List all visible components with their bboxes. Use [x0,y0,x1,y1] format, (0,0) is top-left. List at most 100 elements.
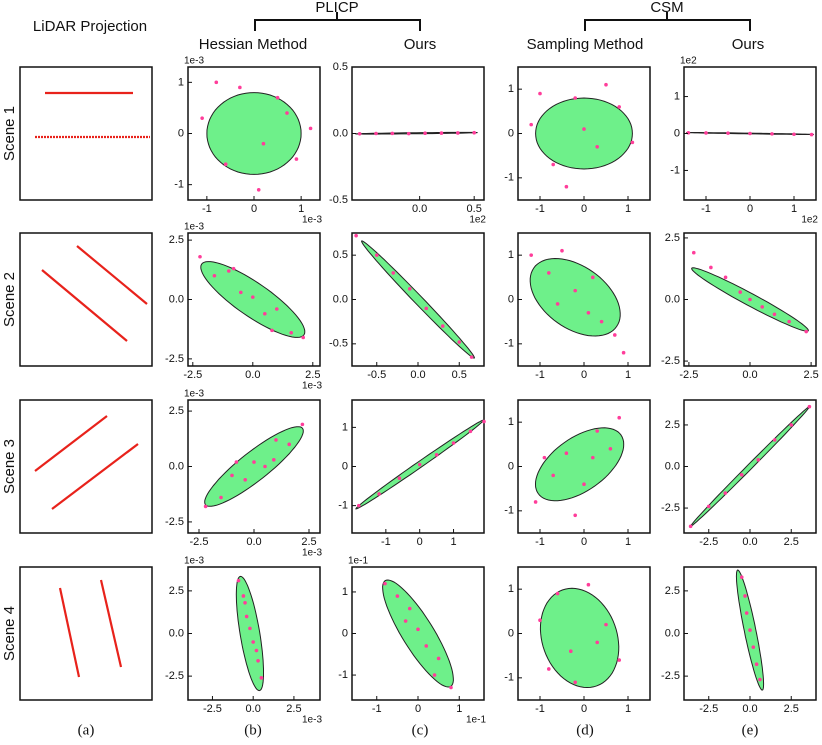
y-tick-label: 0.0 [169,627,184,639]
sample-point [542,455,547,460]
sample-point [241,594,246,598]
sample-point [203,504,208,509]
x-tick-label: 1 [450,536,456,548]
sample-point [748,628,752,632]
sample-point [256,658,260,663]
sample-point [744,611,749,615]
y-tick-label: -1 [504,338,514,350]
sample-point [529,253,533,257]
scan-line [76,245,148,305]
y-tick-label: -0.5 [329,338,348,350]
sample-point [688,524,693,529]
sample-point [227,269,231,273]
y-tick-label: 0.0 [665,293,680,305]
sample-point [617,105,621,109]
sample-point [770,132,774,136]
row-label: Scene 2 [1,272,18,327]
sample-point [374,253,379,257]
covariance-ellipse [204,426,304,507]
sample-point [792,132,796,137]
sample-point [604,82,608,87]
covariance-ellipse [529,257,621,337]
sample-point [723,275,728,280]
x-tick-label: 2.5 [784,536,799,548]
sample-point [390,131,395,136]
column-title: Ours [404,36,437,53]
axis-offset: 1e-3 [302,381,322,392]
y-tick-label: 0.0 [169,293,184,305]
sample-point [230,473,234,478]
x-tick-label: 0.0 [742,536,757,548]
sample-point [533,500,538,504]
sample-point [760,305,765,309]
sample-point [482,419,486,424]
sample-point [591,455,595,460]
x-tick-label: 2.5 [803,369,818,381]
y-tick-label: 0 [508,293,514,305]
y-tick-label: 0.5 [333,61,348,73]
column-title: Sampling Method [527,36,644,53]
y-tick-label: 0.5 [333,249,348,261]
sample-point [285,111,289,115]
sample-point [439,131,444,135]
lidar-box [19,232,153,367]
row-label: Scene 3 [1,439,18,494]
sample-point [468,429,473,434]
sample-point [709,265,713,270]
y-tick-label: 2.5 [169,234,184,246]
sample-point [573,96,577,100]
sample-point [212,273,217,278]
y-tick-label: -1 [338,669,348,681]
sample-point [586,311,591,315]
x-tick-label: 0.0 [410,369,425,381]
sample-point [356,503,361,508]
sample-point [300,422,305,427]
x-tick-label: 2.5 [301,536,316,548]
x-tick-label: 1 [625,536,631,548]
y-tick-label: -1 [174,179,184,191]
sample-point [547,667,551,671]
y-tick-label: 0 [508,460,514,472]
y-tick-label: -2.5 [165,353,184,365]
scan-line [34,415,108,472]
x-tick-label: 0.0 [246,536,261,548]
sample-point [789,423,794,427]
sample-point [397,476,402,481]
sample-point [395,594,400,598]
y-tick-label: -1 [670,164,680,176]
sample-point [457,340,462,344]
caption: (b) [244,722,262,738]
y-tick-label: 1 [508,83,514,95]
group-brackets [254,12,751,31]
sample-point [377,492,381,496]
group-title: PLICP [315,0,358,16]
sample-point [739,575,744,580]
y-tick-label: 2.5 [665,419,680,431]
axis-offset: 1e-3 [302,715,322,726]
y-tick-label: 0.0 [333,293,348,305]
sample-point [564,184,569,189]
row-label: Scene 4 [1,606,18,661]
sample-point [301,335,306,340]
scan-line [58,587,81,678]
y-tick-label: 0.0 [665,627,680,639]
x-tick-label: 0 [581,536,587,548]
y-tick-label: -2.5 [661,502,680,514]
x-tick-label: -1 [535,703,545,715]
y-tick-label: 2.5 [169,405,184,417]
covariance-ellipse [200,261,306,338]
y-tick-label: 0 [178,127,184,139]
x-tick-label: -2.5 [183,369,202,381]
sample-point [586,582,591,587]
sample-point [456,131,460,135]
sample-point [754,662,759,666]
x-tick-label: 1 [625,203,631,215]
sample-point [595,429,599,433]
sample-point [569,649,573,654]
sample-point [591,275,595,280]
x-tick-label: 0 [581,369,587,381]
x-tick-label: -2.5 [699,536,718,548]
y-tick-label: 0 [508,627,514,639]
axis-offset: 1e-1 [466,715,486,726]
sample-point [630,140,635,145]
